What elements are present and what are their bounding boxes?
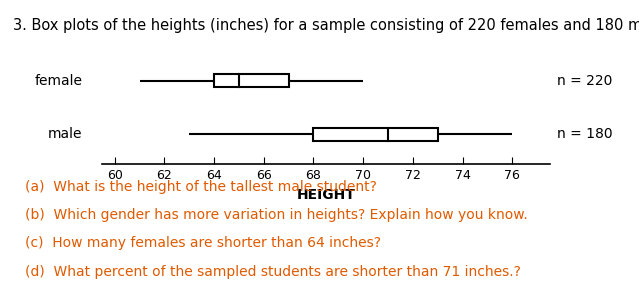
X-axis label: HEIGHT: HEIGHT — [296, 188, 355, 201]
FancyBboxPatch shape — [314, 128, 438, 141]
Text: (b)  Which gender has more variation in heights? Explain how you know.: (b) Which gender has more variation in h… — [26, 208, 528, 222]
Text: (d)  What percent of the sampled students are shorter than 71 inches.?: (d) What percent of the sampled students… — [26, 265, 521, 279]
Text: n = 220: n = 220 — [557, 74, 612, 87]
Text: n = 180: n = 180 — [557, 128, 613, 142]
Text: 3. Box plots of the heights (inches) for a sample consisting of 220 females and : 3. Box plots of the heights (inches) for… — [13, 18, 639, 33]
Text: female: female — [35, 74, 82, 87]
Text: (c)  How many females are shorter than 64 inches?: (c) How many females are shorter than 64… — [26, 236, 381, 250]
FancyBboxPatch shape — [214, 74, 289, 87]
Text: (a)  What is the height of the tallest male student?: (a) What is the height of the tallest ma… — [26, 180, 377, 194]
Text: male: male — [48, 128, 82, 142]
